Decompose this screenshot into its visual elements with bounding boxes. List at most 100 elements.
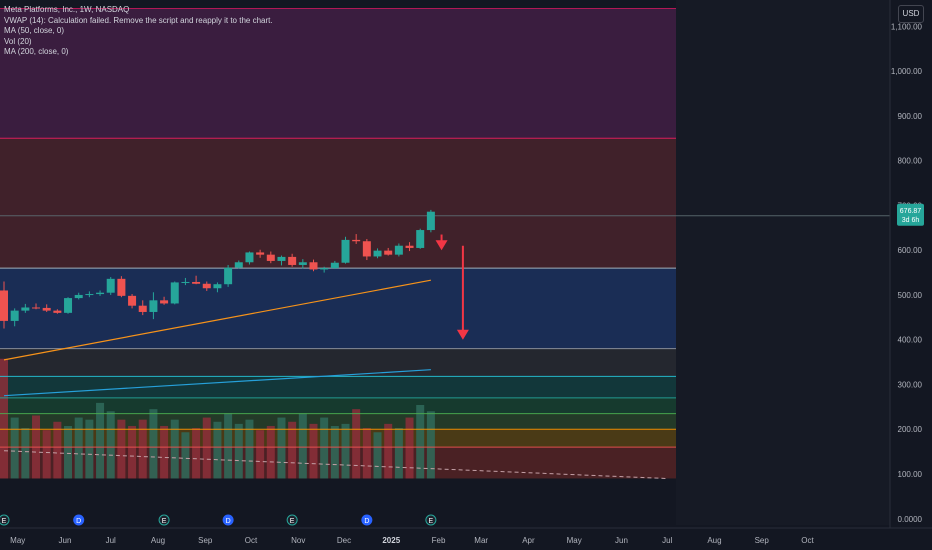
x-tick-label: Mar: [474, 536, 488, 545]
event-marker-dot: [73, 514, 85, 526]
volume-bar: [256, 430, 265, 479]
x-tick-label: Sep: [755, 536, 770, 545]
x-tick-label: Oct: [245, 536, 258, 545]
legend-indicator-vol[interactable]: Vol (20): [4, 36, 32, 46]
y-tick-label: 800.00: [898, 157, 923, 166]
x-tick-label: May: [10, 536, 25, 545]
volume-bar: [384, 423, 393, 479]
volume-bar: [10, 417, 19, 479]
candle-body: [64, 298, 73, 313]
volume-bar: [213, 421, 222, 479]
zone-band-4: [0, 376, 676, 398]
candle-body: [394, 245, 403, 255]
volume-bar: [352, 409, 361, 479]
last-price-label: 676.87: [900, 208, 922, 215]
candle-body: [256, 252, 265, 255]
event-marker-dot: [361, 514, 373, 526]
event-marker-dot: [0, 514, 10, 526]
candle-body: [341, 239, 350, 263]
candle-body: [0, 290, 8, 321]
candle-body: [426, 211, 435, 231]
event-marker-dot: [222, 514, 234, 526]
event-marker-dot: [286, 514, 298, 526]
currency-badge[interactable]: USD: [898, 5, 924, 23]
chart-legend: Meta Platforms, Inc., 1W, NASDAQ VWAP (1…: [4, 5, 273, 58]
event-marker-D: D: [73, 514, 85, 526]
volume-bar: [288, 421, 297, 479]
y-tick-label: 600.00: [898, 246, 923, 255]
candle-body: [352, 239, 361, 242]
ma200-line: [3, 369, 431, 397]
candle-body: [32, 307, 41, 309]
event-marker-E: E: [0, 514, 10, 526]
volume-bar: [53, 421, 62, 479]
candle-body: [74, 294, 83, 299]
volume-bar: [96, 402, 105, 479]
volume-bar: [181, 432, 190, 479]
x-tick-label: Oct: [801, 536, 814, 545]
event-marker-label: E: [2, 518, 7, 525]
volume-bar: [106, 411, 115, 479]
candle-body: [362, 241, 371, 257]
volume-bar: [0, 358, 8, 479]
candle-body: [234, 262, 243, 268]
candle-body: [42, 307, 51, 311]
candle-body: [96, 292, 105, 295]
event-marker-D: D: [222, 514, 234, 526]
volume-bar: [277, 417, 286, 479]
event-marker-D: D: [361, 514, 373, 526]
y-tick-label: 400.00: [898, 336, 923, 345]
volume-bar: [298, 413, 307, 479]
candle-body: [224, 267, 233, 285]
event-marker-dot: [425, 514, 437, 526]
candle-body: [149, 300, 158, 312]
candle-body: [117, 278, 126, 296]
volume-bar: [320, 417, 329, 479]
volume-bar: [42, 430, 51, 479]
legend-indicator-vwap[interactable]: VWAP (14): Calculation failed. Remove th…: [4, 15, 273, 25]
volume-bar: [416, 404, 425, 479]
last-price-badge: [897, 203, 924, 226]
x-tick-label: 2025: [382, 536, 400, 545]
volume-bar: [362, 428, 371, 479]
candle-body: [373, 250, 382, 257]
volume-bar: [85, 419, 94, 479]
legend-indicator-ma50[interactable]: MA (50, close, 0): [4, 26, 65, 35]
x-tick-label: Jun: [59, 536, 72, 545]
volume-bar: [117, 419, 126, 479]
candle-body: [405, 245, 414, 248]
event-marker-dot: [158, 514, 170, 526]
volume-bar: [394, 428, 403, 479]
candle-body: [170, 282, 179, 304]
volume-bar: [74, 417, 83, 479]
annotation-arrowhead-0: [435, 240, 448, 251]
candle-body: [85, 294, 94, 296]
candle-body: [160, 300, 169, 304]
legend-indicator-ma200[interactable]: MA (200, close, 0): [4, 47, 69, 56]
y-tick-label: 900.00: [898, 112, 923, 121]
volume-bar: [21, 428, 30, 479]
volume-bar: [405, 417, 414, 479]
event-marker-label: D: [226, 518, 231, 525]
x-tick-label: Jul: [662, 536, 672, 545]
candle-body: [53, 310, 62, 313]
event-marker-label: E: [429, 518, 434, 525]
candle-body: [416, 230, 425, 248]
x-tick-label: May: [567, 536, 582, 545]
event-marker-E: E: [158, 514, 170, 526]
event-marker-label: E: [162, 518, 167, 525]
candle-body: [245, 252, 254, 263]
candle-body: [213, 284, 222, 289]
candle-body: [288, 256, 297, 265]
candle-body: [277, 256, 286, 261]
x-tick-label: Nov: [291, 536, 305, 545]
volume-bar: [224, 413, 233, 479]
volume-bar: [426, 411, 435, 479]
candle-body: [330, 262, 339, 269]
event-marker-E: E: [286, 514, 298, 526]
zone-band-6: [0, 413, 676, 430]
candle-body: [320, 268, 329, 270]
x-tick-label: Jun: [615, 536, 628, 545]
volume-bar: [149, 409, 158, 479]
